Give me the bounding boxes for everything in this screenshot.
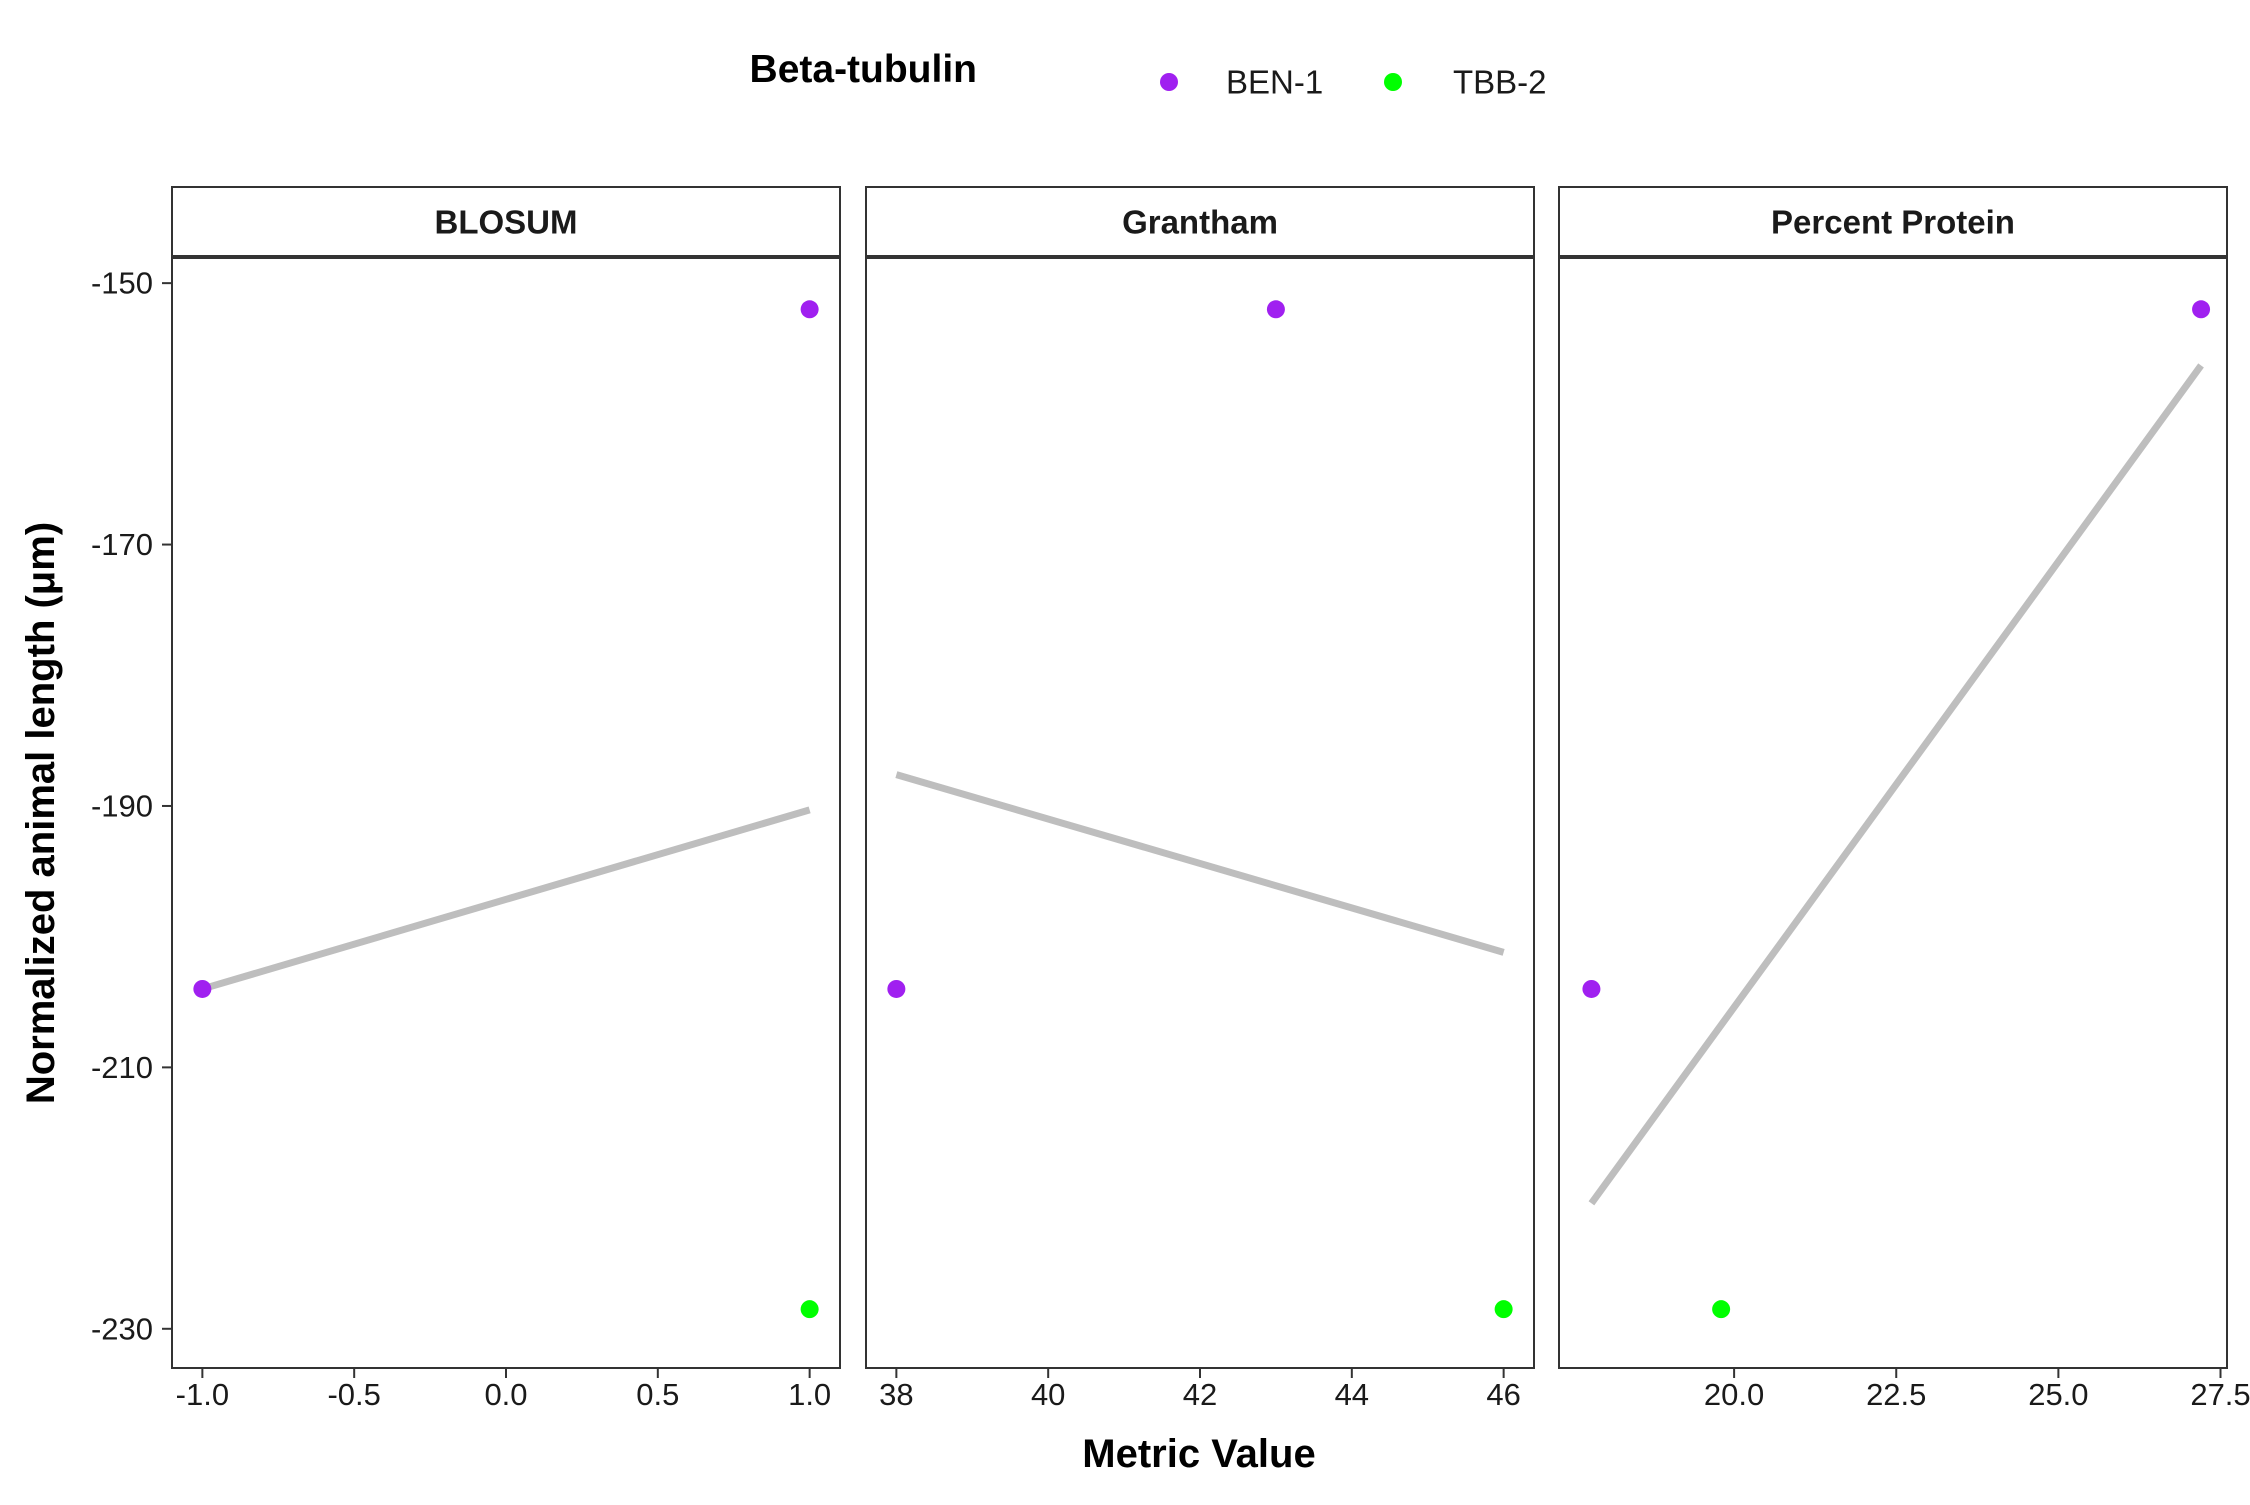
panel-blosum-strip	[171, 186, 841, 258]
facet-panels: BLOSUM -1.0 -0.5 0.0 0.5 1.0 Grantham 38 40 42 44 4…	[171, 186, 2250, 1412]
panel-grantham-point-ben-1-1	[1266, 300, 1285, 319]
panel-blosum-x-tick-label: 0.0	[484, 1377, 527, 1412]
y-tick-label: -170	[91, 527, 153, 562]
panel-blosum: BLOSUM -1.0 -0.5 0.0 0.5 1.0	[171, 186, 841, 1412]
panel-blosum-trend-line	[201, 806, 811, 993]
y-axis: -150 -170 -190 -210 -230	[91, 266, 172, 1346]
panel-percent-protein-x-tick-label: 20.0	[1704, 1377, 1764, 1412]
panel-blosum-x-tick-label: -1.0	[176, 1377, 229, 1412]
legend: Beta-tubulin BEN-1 TBB-2	[750, 48, 1547, 101]
panel-grantham-x-tick-label: 44	[1335, 1377, 1369, 1412]
panel-grantham-x-tick-label: 38	[879, 1377, 913, 1412]
panel-percent-protein-border	[1558, 256, 2228, 1369]
panel-percent-protein-strip-label: Percent Protein	[1771, 204, 2015, 241]
panel-percent-protein-x-tick-label: 27.5	[2190, 1377, 2250, 1412]
legend-marker-tbb-2	[1384, 73, 1402, 91]
panel-blosum-point-ben-1-1	[800, 300, 819, 319]
panel-blosum-border	[171, 256, 841, 1369]
legend-title: Beta-tubulin	[750, 48, 977, 91]
panel-percent-protein: Percent Protein 20.0 22.5 25.0 27.5	[1558, 186, 2250, 1412]
panel-percent-protein-strip	[1558, 186, 2228, 258]
panel-grantham-x-tick-label: 40	[1031, 1377, 1065, 1412]
panel-percent-protein-point-tbb-2-2	[1712, 1300, 1731, 1319]
y-tick-label: -210	[91, 1050, 153, 1085]
panel-grantham-x-tick-label: 42	[1183, 1377, 1217, 1412]
legend-label-ben-1: BEN-1	[1226, 64, 1323, 101]
panel-grantham-strip	[865, 186, 1535, 258]
panel-percent-protein-point-ben-1-0	[1582, 979, 1601, 998]
y-axis-title: Normalized animal length (μm)	[19, 522, 63, 1104]
x-axis-title: Metric Value	[1082, 1432, 1315, 1476]
panel-percent-protein-point-ben-1-1	[2192, 300, 2211, 319]
panel-grantham: Grantham 38 40 42 44 46	[865, 186, 1535, 1412]
panel-blosum-strip-label: BLOSUM	[435, 204, 578, 241]
panel-blosum-point-tbb-2-2	[800, 1300, 819, 1319]
panel-grantham-trend-line	[895, 771, 1505, 956]
panel-percent-protein-trend-line	[1588, 363, 2204, 1206]
panel-grantham-border	[865, 256, 1535, 1369]
panel-percent-protein-x-tick-label: 22.5	[1866, 1377, 1926, 1412]
panel-blosum-x-tick-label: 1.0	[788, 1377, 831, 1412]
panel-grantham-point-tbb-2-2	[1494, 1300, 1513, 1319]
panel-blosum-point-ben-1-0	[193, 979, 212, 998]
panel-percent-protein-x-tick-label: 25.0	[2028, 1377, 2088, 1412]
legend-label-tbb-2: TBB-2	[1453, 64, 1547, 101]
legend-marker-ben-1	[1160, 73, 1178, 91]
y-tick-label: -230	[91, 1311, 153, 1346]
y-tick-label: -150	[91, 266, 153, 301]
panel-grantham-x-tick-label: 46	[1486, 1377, 1520, 1412]
panel-blosum-x-tick-label: -0.5	[327, 1377, 380, 1412]
panel-grantham-point-ben-1-0	[887, 979, 906, 998]
panel-blosum-x-tick-label: 0.5	[636, 1377, 679, 1412]
y-tick-label: -190	[91, 788, 153, 823]
panel-grantham-strip-label: Grantham	[1122, 204, 1278, 241]
